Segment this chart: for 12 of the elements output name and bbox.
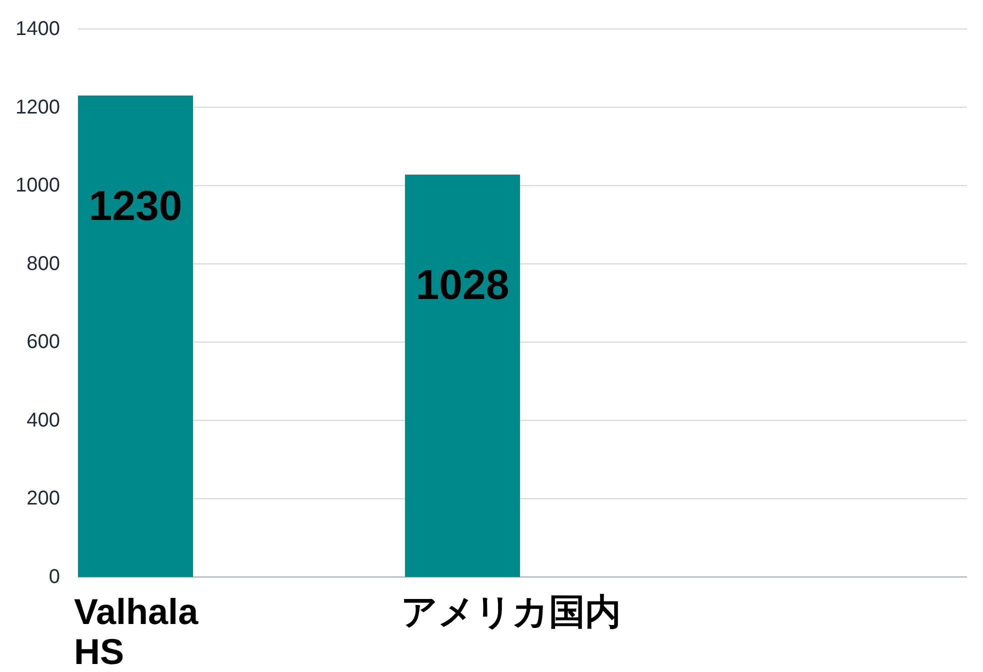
y-tick-label: 200: [26, 488, 60, 510]
y-tick-label: 1000: [16, 174, 60, 197]
data-label: 1028: [416, 261, 510, 308]
x-tick-label: アメリカ国内: [401, 591, 621, 632]
y-tick-label: 0: [48, 566, 60, 588]
data-label: 1230: [88, 182, 182, 230]
y-tick-label: 800: [26, 252, 60, 275]
y-tick-label: 1400: [16, 18, 60, 40]
y-tick-label: 600: [26, 331, 60, 354]
y-tick-label: 400: [26, 409, 60, 432]
x-tick-label: Valhala HS: [74, 591, 200, 672]
y-tick-label: 1200: [16, 96, 60, 118]
